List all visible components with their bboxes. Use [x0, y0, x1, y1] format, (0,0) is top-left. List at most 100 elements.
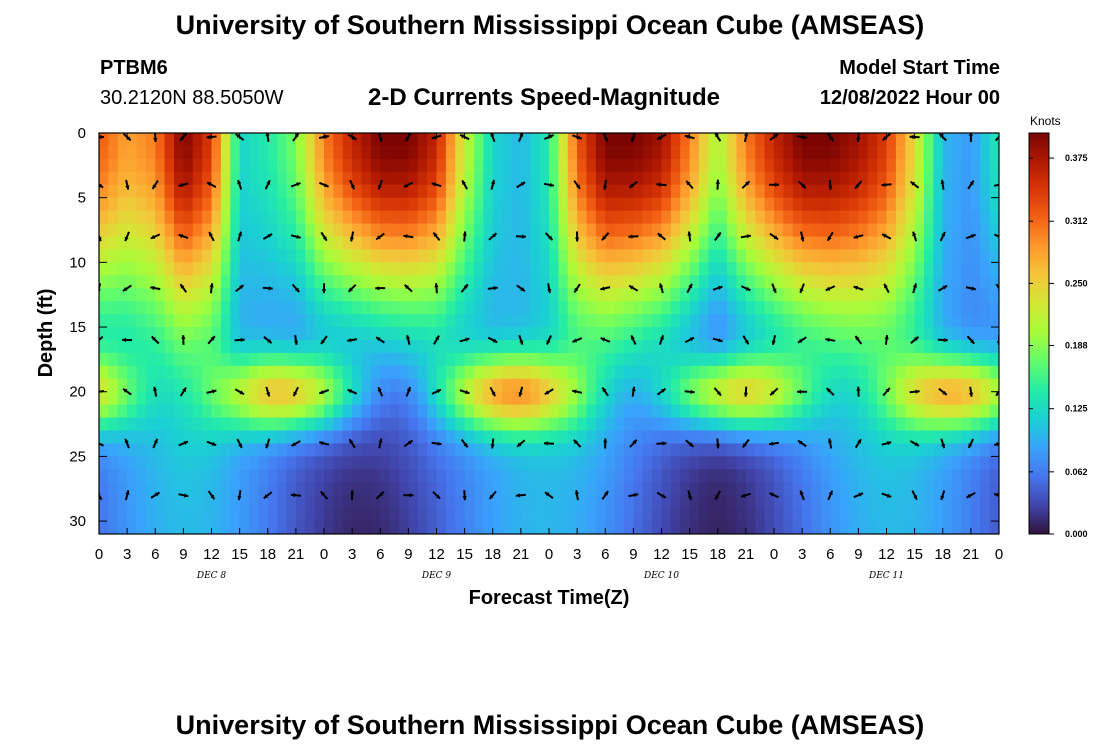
heat-cell — [183, 171, 194, 186]
heat-cell — [239, 327, 250, 341]
heat-cell — [970, 521, 981, 534]
heat-cell — [755, 133, 766, 147]
heat-cell — [811, 378, 822, 393]
heat-cell — [136, 378, 147, 393]
current-arrow — [206, 389, 217, 394]
heat-cell — [586, 145, 597, 160]
heat-cell — [849, 339, 859, 354]
heat-cell — [389, 171, 400, 186]
heat-cell — [417, 210, 428, 225]
heat-cell — [136, 417, 147, 432]
heat-cell — [567, 482, 578, 496]
heat-cell — [624, 352, 634, 367]
current-arrow — [516, 439, 526, 448]
heat-cell — [202, 262, 213, 276]
heat-cell — [361, 482, 372, 496]
x-tick-label: 9 — [404, 546, 412, 563]
heat-cell — [474, 314, 484, 328]
heat-cell — [792, 508, 803, 522]
heat-cell — [755, 262, 766, 276]
heat-cell — [652, 210, 663, 225]
heat-cell — [417, 249, 428, 263]
heat-cell — [924, 145, 934, 160]
heat-cell — [980, 352, 991, 367]
heat-cell — [567, 508, 578, 522]
heat-cell — [633, 391, 644, 406]
heat-cell — [305, 158, 316, 173]
heat-cell — [427, 339, 438, 354]
heat-cell — [417, 365, 428, 380]
heat-cell — [895, 430, 906, 445]
heat-cell — [399, 495, 409, 509]
heat-cell — [99, 456, 109, 470]
heat-cell — [933, 391, 944, 406]
heat-cell — [933, 430, 944, 445]
heat-cell — [408, 223, 419, 238]
chart-subtitle: 2-D Currents Speed-Magnitude — [368, 84, 721, 111]
heat-cell — [305, 275, 316, 289]
heat-cell — [624, 456, 634, 470]
heat-cell — [239, 417, 250, 432]
heat-cell — [783, 430, 794, 445]
heat-cell — [127, 430, 138, 445]
heat-cell — [399, 223, 409, 238]
heat-cell — [399, 469, 409, 483]
heat-cell — [267, 521, 278, 534]
heat-cell — [277, 288, 288, 302]
heat-cell — [708, 508, 719, 522]
heat-cell — [858, 275, 869, 289]
heat-cell — [408, 262, 419, 276]
heat-cell — [689, 456, 700, 470]
heat-cell — [211, 378, 222, 393]
heat-cell — [145, 456, 156, 470]
heat-cell — [764, 417, 775, 432]
heat-cell — [539, 430, 550, 445]
heat-cell — [849, 301, 859, 315]
current-arrow — [628, 492, 639, 498]
heat-cell — [970, 469, 981, 483]
heat-cell — [99, 339, 109, 354]
heat-cell — [745, 469, 756, 483]
current-arrow — [290, 234, 301, 239]
heat-cell — [136, 469, 147, 483]
heat-cell — [352, 288, 363, 302]
heat-cell — [558, 288, 569, 302]
heat-cell — [436, 262, 447, 276]
heat-cell — [192, 339, 203, 354]
heat-cell — [755, 197, 766, 212]
heat-cell — [258, 275, 269, 289]
heat-cell — [764, 443, 775, 457]
heat-cell — [352, 482, 363, 496]
heat-cell — [324, 249, 334, 263]
heat-cell — [633, 145, 644, 160]
current-arrow — [433, 335, 440, 345]
heat-cell — [455, 352, 466, 367]
x-tick-label: 18 — [259, 546, 276, 563]
heat-cell — [670, 262, 681, 276]
heat-cell — [455, 378, 466, 393]
heat-cell — [483, 249, 494, 263]
current-arrow — [459, 389, 470, 395]
heat-cell — [277, 158, 288, 173]
heat-cell — [230, 275, 241, 289]
heat-cell — [933, 508, 944, 522]
heat-cell — [483, 288, 494, 302]
heat-cell — [258, 495, 269, 509]
heat-cell — [202, 223, 213, 238]
heat-cell — [952, 158, 963, 173]
heat-cell — [230, 223, 241, 238]
heat-cell — [520, 210, 531, 225]
heat-cell — [736, 521, 747, 534]
heat-cell — [370, 314, 381, 328]
heat-cell — [380, 145, 391, 160]
heat-cell — [670, 145, 681, 160]
heat-cell — [174, 145, 184, 160]
heat-cell — [549, 521, 559, 534]
x-tick-label: 3 — [123, 546, 131, 563]
heat-cell — [211, 495, 222, 509]
heat-cell — [727, 171, 738, 186]
heat-cell — [352, 495, 363, 509]
heat-cell — [736, 365, 747, 380]
current-arrow — [406, 334, 411, 346]
current-arrow — [515, 234, 526, 239]
